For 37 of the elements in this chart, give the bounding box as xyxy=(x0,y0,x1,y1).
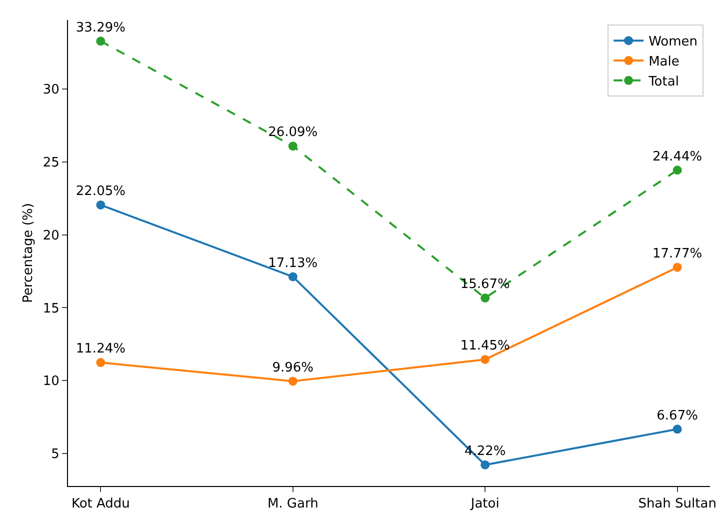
point xyxy=(672,166,682,175)
legend-label: Total xyxy=(648,74,679,90)
y-tick-label: 25 xyxy=(42,156,60,171)
data-label: 9.96% xyxy=(272,360,314,376)
data-label: 17.13% xyxy=(268,256,318,271)
y-tick-label: 15 xyxy=(42,301,60,316)
data-label: 26.09% xyxy=(268,125,318,140)
data-label: 17.77% xyxy=(652,246,702,262)
x-tick-label: Shah Sultan xyxy=(638,496,716,511)
x-tick-label: Jatoi xyxy=(470,496,500,511)
point xyxy=(96,36,106,46)
point xyxy=(480,460,490,470)
point xyxy=(96,200,106,210)
data-label: 22.05% xyxy=(76,184,126,200)
data-label: 11.45% xyxy=(460,338,510,354)
point xyxy=(288,376,298,386)
y-tick-label: 5 xyxy=(51,447,60,462)
data-label: 24.44% xyxy=(652,149,702,164)
legend-label: Women xyxy=(648,34,698,50)
point xyxy=(672,424,682,434)
y-tick-label: 10 xyxy=(42,374,60,390)
point xyxy=(288,142,298,151)
x-tick-label: M. Garh xyxy=(267,496,318,511)
y-tick-label: 20 xyxy=(42,228,60,244)
y-tick-label: 30 xyxy=(42,82,60,98)
x-tick-label: Kot Addu xyxy=(71,496,130,511)
data-label: 6.67% xyxy=(656,408,698,424)
data-label: 11.24% xyxy=(76,342,126,357)
point xyxy=(672,262,682,272)
y-axis-title: Percentage (%) xyxy=(21,203,36,303)
point xyxy=(480,354,490,364)
data-label: 33.29% xyxy=(76,20,126,36)
point xyxy=(288,272,298,282)
legend-label: Male xyxy=(648,54,680,70)
point xyxy=(480,293,490,302)
data-label: 15.67% xyxy=(460,277,510,292)
point xyxy=(96,358,106,368)
